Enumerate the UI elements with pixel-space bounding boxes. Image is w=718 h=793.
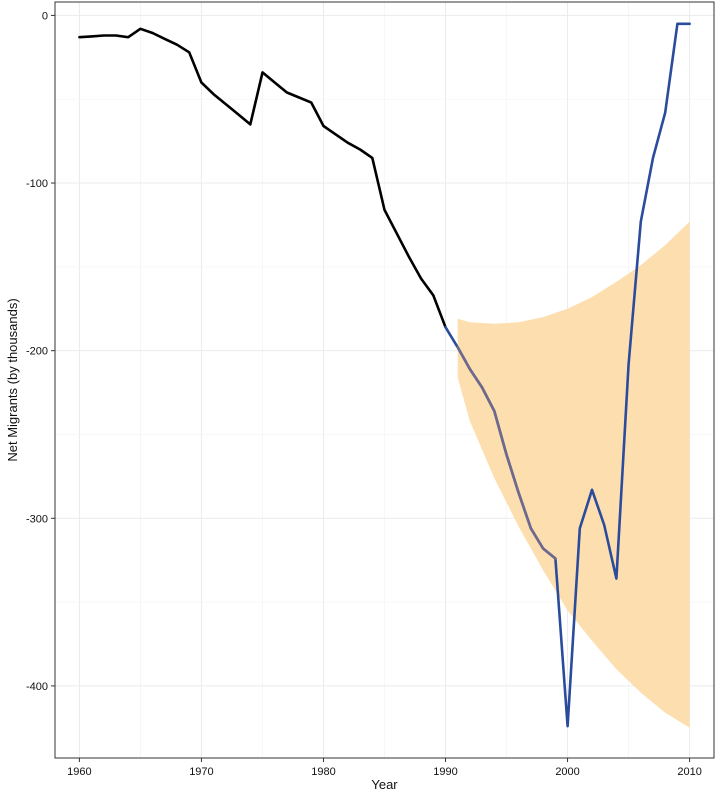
y-axis: 0 -100 -200 -300 -400 [26, 10, 55, 693]
x-tick-label: 2010 [677, 766, 701, 778]
forecast-series-line [456, 345, 557, 560]
y-tick-label: -200 [26, 346, 48, 358]
y-axis-title: Net Migrants (by thousands) [5, 298, 20, 461]
grid [55, 2, 714, 758]
x-tick-label: 1970 [189, 766, 213, 778]
y-tick-label: -400 [26, 681, 48, 693]
forecast-interval-band [457, 221, 690, 728]
y-tick-label: -300 [26, 513, 48, 525]
x-axis-title: Year [371, 777, 398, 792]
x-tick-label: 2000 [555, 766, 579, 778]
panel-border [54, 1, 715, 759]
x-tick-label: 1980 [311, 766, 335, 778]
y-tick-label: 0 [42, 10, 48, 22]
x-tick-label: 1990 [433, 766, 457, 778]
y-tick-label: -100 [26, 178, 48, 190]
historical-series-line [78, 27, 447, 329]
series-lines [78, 22, 691, 728]
x-tick-label: 1960 [67, 766, 91, 778]
x-axis: 1960 1970 1980 1990 2000 2010 [67, 758, 702, 778]
